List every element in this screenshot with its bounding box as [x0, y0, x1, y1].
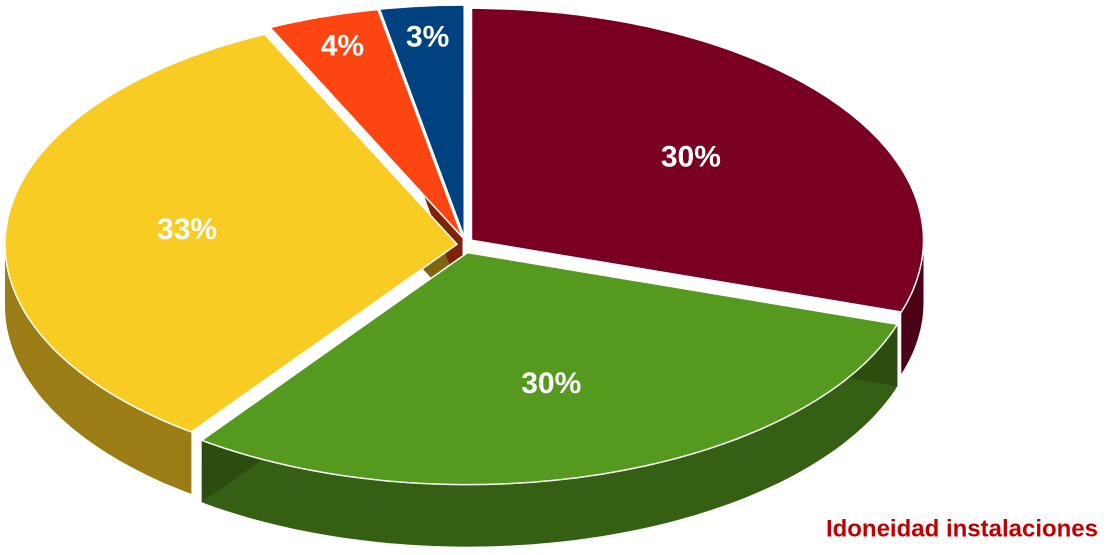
chart-title: Idoneidad instalaciones	[826, 515, 1098, 542]
slice-label: 33%	[157, 213, 217, 246]
slice-side	[5, 244, 192, 494]
slice	[4, 33, 459, 433]
slice-labels: 30% 30% 33% 4% 3%	[157, 20, 721, 400]
slice-side	[901, 240, 924, 374]
slice-side	[201, 324, 898, 547]
slice	[268, 8, 464, 238]
slice-label: 3%	[406, 20, 449, 53]
slice-label: 30%	[661, 140, 721, 173]
slice	[200, 251, 899, 486]
slice-tops	[4, 4, 925, 486]
slice	[470, 7, 925, 313]
slice-label: 30%	[521, 367, 581, 400]
slice	[378, 4, 465, 238]
slice-label: 4%	[321, 30, 364, 63]
